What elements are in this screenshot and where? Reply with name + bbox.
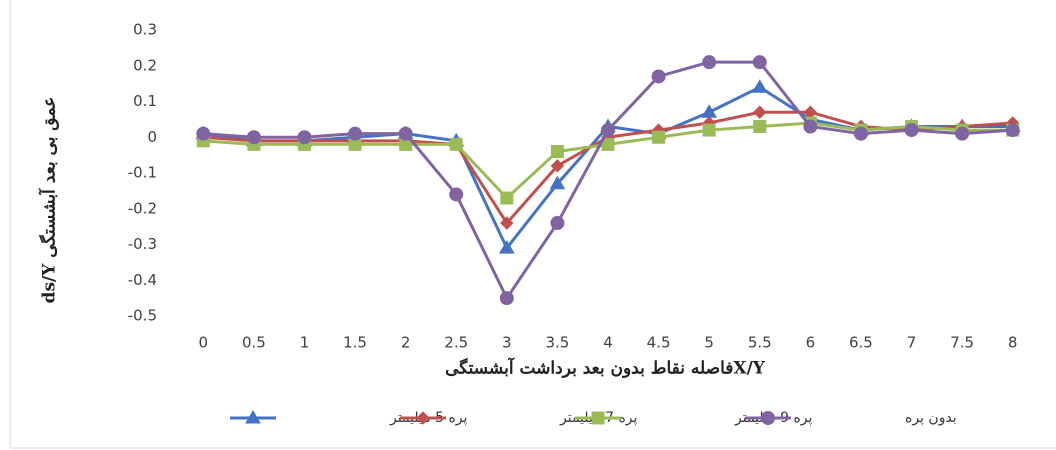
data-point (499, 291, 514, 306)
y-tick-label: -0.1 (128, 164, 157, 182)
x-tick-label: 8 (1008, 334, 1018, 352)
data-point (500, 216, 514, 230)
data-point (550, 145, 564, 159)
data-point (398, 126, 413, 141)
data-point (702, 55, 717, 70)
data-point (751, 79, 768, 93)
x-tick-label: 0.5 (242, 334, 266, 352)
x-tick-label: 2.5 (444, 334, 468, 352)
x-axis-title: X/Yفاصله نقاط بدون بعد برداشت آبشستگی (445, 357, 766, 379)
x-tick-label: 5 (704, 334, 714, 352)
data-point (652, 130, 666, 144)
legend-marker (416, 411, 430, 425)
series-line (203, 85, 1013, 251)
data-point (752, 55, 767, 70)
y-tick-label: 0.2 (133, 56, 157, 74)
data-point (449, 187, 464, 202)
legend-marker (245, 410, 261, 424)
x-tick-label: 0 (199, 334, 209, 352)
data-point (498, 240, 515, 254)
data-point (601, 123, 615, 138)
data-point (702, 123, 716, 137)
y-tick-label: 0 (147, 128, 157, 146)
legend-label: بدون پره (905, 410, 957, 426)
x-tick-label: 2 (401, 334, 411, 352)
data-point (297, 130, 312, 145)
data-point (449, 137, 463, 151)
y-tick-label: -0.2 (128, 199, 157, 217)
data-point (500, 191, 514, 205)
data-point (651, 69, 666, 84)
x-tick-label: 1.5 (343, 334, 367, 352)
data-point (196, 126, 211, 141)
x-tick-label: 7.5 (950, 334, 974, 352)
x-tick-label: 4 (603, 334, 613, 352)
y-tick-label: -0.4 (128, 271, 157, 289)
data-point (753, 105, 767, 119)
series-line (203, 60, 1013, 302)
legend-marker (761, 411, 775, 425)
data-point (904, 123, 919, 138)
data-point (348, 126, 363, 141)
x-tick-label: 3.5 (545, 334, 569, 352)
y-tick-label: 0.3 (133, 21, 157, 39)
data-point (853, 126, 868, 141)
x-tick-label: 6 (806, 334, 816, 352)
x-tick-label: 7 (907, 334, 917, 352)
y-axis-title: ds/Y عمق بی بعد آبشستگی (38, 97, 60, 304)
data-point (550, 159, 565, 173)
y-tick-label: -0.5 (128, 307, 157, 325)
x-tick-label: 3 (502, 334, 512, 352)
data-point (955, 126, 970, 141)
y-tick-label: 0.1 (133, 92, 157, 110)
data-point (601, 137, 615, 151)
data-point (550, 216, 565, 231)
data-point (753, 120, 767, 134)
x-tick-label: 4.5 (647, 334, 671, 352)
data-point (803, 119, 818, 134)
y-tick-label: -0.3 (128, 235, 157, 253)
data-point (549, 175, 566, 190)
data-point (246, 130, 261, 145)
data-point (1005, 123, 1020, 138)
legend-marker (591, 411, 605, 425)
x-tick-label: 6.5 (849, 334, 873, 352)
x-tick-label: 5.5 (748, 334, 772, 352)
x-tick-label: 1 (300, 334, 310, 352)
